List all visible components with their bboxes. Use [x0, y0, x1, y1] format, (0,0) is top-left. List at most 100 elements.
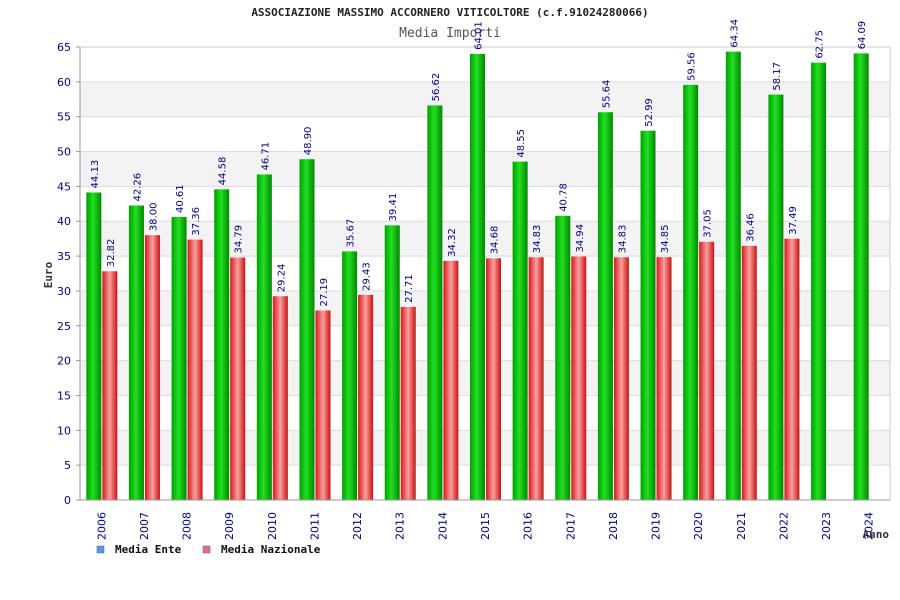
- y-tick-label: 55: [57, 111, 71, 124]
- bar-media-nazionale: [784, 238, 800, 500]
- y-tick-label: 40: [57, 215, 71, 228]
- data-label-media-ente: 64.09: [857, 21, 868, 50]
- bar-media-ente: [384, 225, 400, 500]
- data-label-media-nazionale: 27.19: [319, 278, 330, 307]
- data-label-media-nazionale: 34.79: [234, 225, 245, 254]
- data-label-media-nazionale: 37.49: [788, 206, 799, 235]
- bar-media-ente: [853, 53, 869, 500]
- x-tick-label: 2024: [863, 512, 876, 540]
- y-tick-label: 65: [57, 41, 71, 54]
- y-tick-label: 10: [57, 424, 71, 437]
- bar-media-ente: [597, 112, 613, 501]
- bar-media-ente: [512, 161, 528, 500]
- bar-media-ente: [128, 205, 144, 501]
- x-tick-label: 2020: [692, 512, 705, 540]
- legend-swatch: [202, 545, 211, 554]
- y-tick-label: 25: [57, 320, 71, 333]
- bar-media-nazionale: [358, 294, 374, 500]
- data-label-media-ente: 42.26: [132, 173, 143, 202]
- data-label-media-nazionale: 29.24: [276, 264, 287, 293]
- bar-media-nazionale: [528, 257, 544, 500]
- data-label-media-nazionale: 37.36: [191, 207, 202, 236]
- x-tick-label: 2023: [820, 512, 833, 540]
- data-label-media-nazionale: 36.46: [745, 213, 756, 242]
- x-tick-label: 2017: [564, 512, 577, 540]
- legend-swatch: [96, 545, 105, 554]
- x-tick-label: 2018: [607, 512, 620, 540]
- bar-media-ente: [342, 251, 358, 500]
- bar-media-nazionale: [613, 257, 629, 500]
- y-axis: 0 5 10 15 20 25 30 35 40 45 50 55 60 65: [57, 41, 81, 507]
- y-axis-label: Euro: [42, 261, 55, 288]
- x-tick-label: 2010: [266, 512, 279, 540]
- data-label-media-nazionale: 34.94: [575, 224, 586, 253]
- data-label-media-nazionale: 34.83: [617, 225, 628, 254]
- bar-media-nazionale: [272, 296, 288, 500]
- legend-label: Media Ente: [115, 543, 182, 556]
- bar-media-nazionale: [102, 271, 118, 500]
- data-label-media-ente: 44.58: [218, 157, 229, 186]
- y-tick-label: 45: [57, 180, 71, 193]
- bar-media-ente: [555, 215, 571, 500]
- bar-media-nazionale: [443, 260, 459, 500]
- x-tick-label: 2007: [138, 512, 151, 540]
- bar-media-ente: [683, 84, 699, 501]
- x-tick-label: 2019: [650, 512, 663, 540]
- bar-media-ente: [256, 174, 272, 500]
- data-label-media-ente: 46.71: [260, 142, 271, 171]
- x-axis-label: Anno: [863, 528, 890, 541]
- x-tick-label: 2011: [308, 512, 321, 540]
- x-tick-label: 2015: [479, 512, 492, 540]
- legend-label: Media Nazionale: [221, 543, 321, 556]
- x-tick-label: 2012: [351, 512, 364, 540]
- y-tick-label: 50: [57, 146, 71, 159]
- data-label-media-nazionale: 32.82: [106, 239, 117, 268]
- x-tick-label: 2021: [735, 512, 748, 540]
- data-label-media-ente: 55.64: [601, 80, 612, 109]
- y-tick-label: 20: [57, 355, 71, 368]
- x-tick-label: 2013: [394, 512, 407, 540]
- bar-media-ente: [86, 192, 102, 500]
- x-tick-label: 2014: [436, 512, 449, 540]
- data-label-media-nazionale: 27.71: [404, 274, 415, 303]
- data-label-media-ente: 56.62: [431, 73, 442, 102]
- bars: [86, 51, 869, 501]
- y-tick-label: 0: [64, 494, 71, 507]
- data-label-media-ente: 59.56: [687, 52, 698, 81]
- bar-media-nazionale: [699, 241, 715, 501]
- bar-media-nazionale: [486, 258, 501, 500]
- bar-media-nazionale: [144, 235, 160, 500]
- chart-subtitle: Media Importi: [399, 26, 501, 41]
- bar-media-nazionale: [741, 245, 757, 500]
- y-tick-label: 30: [57, 285, 71, 298]
- data-labels: 44.13 32.82 42.26 38.00 40.61 37.36 44.58 34.79…: [90, 19, 868, 307]
- bar-media-ente: [640, 130, 656, 501]
- data-label-media-ente: 40.61: [175, 184, 186, 213]
- x-tick-label: 2022: [777, 512, 790, 540]
- data-label-media-ente: 40.78: [559, 183, 570, 212]
- data-label-media-nazionale: 29.43: [362, 262, 373, 291]
- bar-media-ente: [299, 159, 315, 500]
- data-label-media-ente: 64.01: [474, 21, 485, 50]
- x-tick-label: 2006: [95, 512, 108, 540]
- data-label-media-nazionale: 37.05: [703, 209, 714, 238]
- data-label-media-nazionale: 34.68: [490, 226, 501, 255]
- data-label-media-ente: 52.99: [644, 98, 655, 127]
- data-label-media-ente: 48.55: [516, 129, 527, 158]
- legend: Media Ente Media Nazionale: [96, 543, 321, 556]
- x-tick-label: 2016: [522, 512, 535, 540]
- y-tick-label: 5: [64, 459, 71, 472]
- bar-media-nazionale: [315, 310, 331, 500]
- x-tick-label: 2008: [181, 512, 194, 540]
- y-tick-label: 35: [57, 250, 71, 263]
- chart-title: ASSOCIAZIONE MASSIMO ACCORNERO VITICOLTO…: [251, 6, 648, 19]
- bar-media-ente: [427, 105, 443, 500]
- bar-media-ente: [171, 216, 187, 500]
- bar-media-nazionale: [656, 257, 672, 500]
- bar-media-ente: [811, 62, 827, 500]
- bar-media-nazionale: [230, 257, 246, 500]
- bar-media-ente: [214, 189, 230, 500]
- bar-media-nazionale: [187, 239, 203, 501]
- bar-media-nazionale: [571, 256, 587, 500]
